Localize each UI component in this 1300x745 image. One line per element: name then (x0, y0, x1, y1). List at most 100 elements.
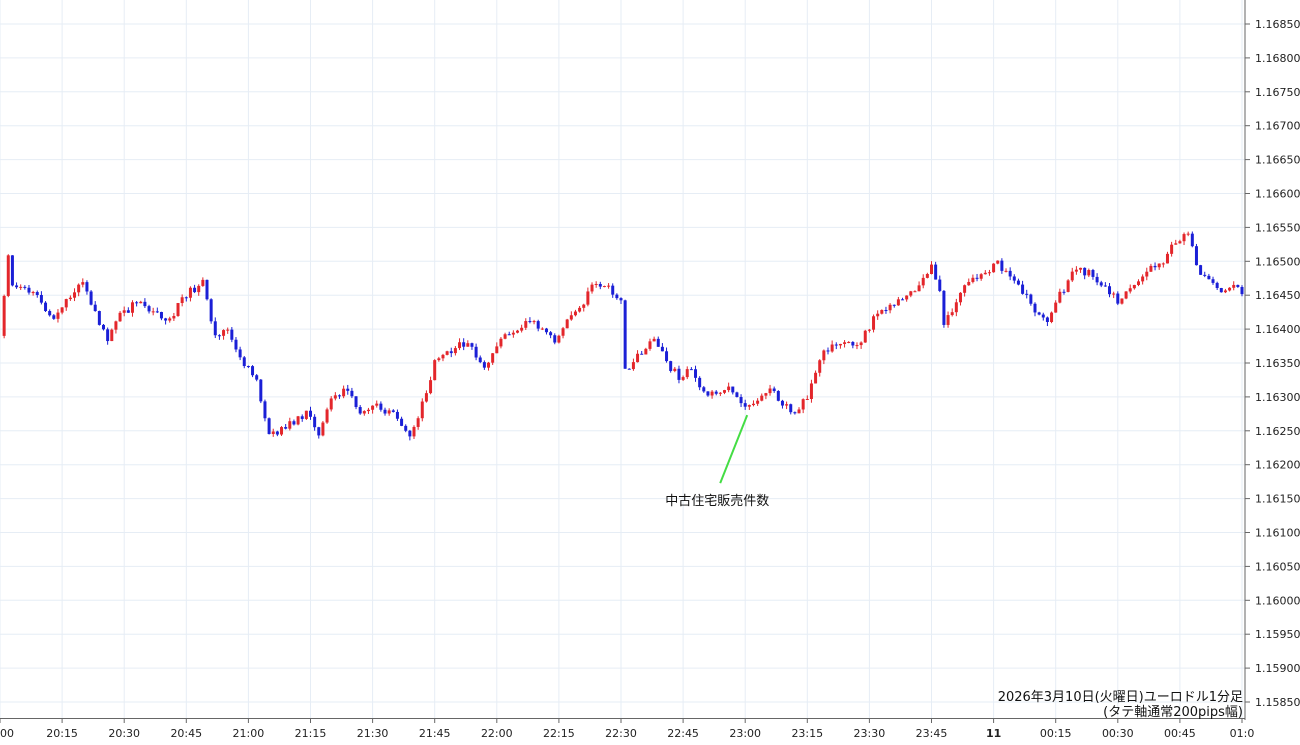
price-axis-labels: 1.16850 1.16800 1.16750 1.16700 1.16650 1.166… (1245, 18, 1300, 709)
candle-body (1033, 303, 1037, 313)
candle-body (884, 310, 888, 312)
candle-body (337, 395, 341, 397)
candle-body (126, 310, 130, 313)
candle-body (39, 295, 43, 303)
candle-body (834, 344, 838, 346)
candle-body (963, 285, 967, 293)
candle-body (801, 399, 805, 410)
candle-body (122, 310, 126, 313)
candle-body (395, 411, 399, 419)
candle-body (445, 351, 449, 355)
candle-body (983, 272, 987, 275)
candle-body (822, 350, 826, 361)
candle-body (636, 353, 640, 363)
price-tick-label: 1.16450 (1255, 289, 1300, 302)
candle-body (375, 403, 379, 406)
candle-body (913, 291, 917, 293)
candle-body (284, 427, 288, 429)
candle-body (176, 303, 180, 316)
time-tick-label: 00:15 (1040, 727, 1072, 740)
time-tick-label: 23:30 (854, 727, 886, 740)
candle-body (346, 388, 350, 391)
candle-body (1025, 293, 1029, 295)
time-tick-label: 22:30 (605, 727, 637, 740)
candle-body (387, 410, 391, 414)
candle-body (888, 304, 892, 311)
time-tick-label: 21:00 (233, 727, 265, 740)
candle-body (665, 351, 669, 362)
time-tick-label: 23:15 (791, 727, 823, 740)
price-tick-label: 1.16800 (1255, 52, 1300, 65)
candle-body (648, 341, 652, 349)
candle-body (23, 286, 27, 288)
candle-body (217, 335, 221, 337)
annotation-label: 中古住宅販売件数 (665, 493, 769, 509)
candle-body (818, 360, 822, 373)
candle-body (1004, 270, 1008, 272)
candle-body (1066, 280, 1070, 292)
candle-body (1211, 279, 1215, 283)
candle-body (159, 311, 163, 319)
candle-body (1203, 274, 1207, 276)
candle-body (1087, 270, 1091, 276)
candle-body (342, 388, 346, 397)
candle-body (2, 295, 6, 336)
candle-body (569, 315, 573, 320)
candle-body (930, 264, 933, 274)
time-tick-label: 23:00 (729, 727, 761, 740)
candle-body (607, 285, 611, 287)
candle-body (201, 279, 205, 286)
candle-body (1091, 270, 1095, 277)
time-axis-labels: 00 20:15 20:30 20:45 21:00 21:15 21:30 21:45 22:… (0, 718, 1254, 740)
candle-body (321, 422, 325, 436)
candle-body (259, 379, 263, 402)
time-tick-label: 20:45 (170, 727, 202, 740)
candle-body (1116, 293, 1120, 304)
candle-body (838, 343, 842, 346)
candle-body (938, 279, 942, 291)
candle-body (226, 329, 230, 331)
candle-body (528, 321, 532, 323)
candle-body (474, 346, 478, 358)
candle-body (590, 284, 594, 292)
candle-body (780, 400, 784, 406)
candle-body (499, 338, 503, 347)
candle-body (412, 426, 416, 437)
candle-body (1120, 298, 1124, 304)
candle-body (727, 386, 731, 391)
candle-body (921, 277, 925, 286)
candle-body (31, 292, 35, 294)
candle-body (909, 291, 913, 296)
candle-body (60, 307, 64, 313)
candle-body (168, 318, 172, 321)
candle-body (1236, 284, 1240, 287)
candle-body (68, 297, 72, 300)
candle-body (458, 342, 462, 349)
price-tick-label: 1.16850 (1255, 18, 1300, 31)
time-tick-label: 22:45 (667, 727, 699, 740)
candle-body (350, 390, 354, 397)
price-tick-label: 1.16350 (1255, 357, 1300, 370)
candle-body (503, 334, 507, 339)
candle-body (867, 329, 871, 331)
candle-body (495, 346, 499, 354)
price-tick-label: 1.16200 (1255, 459, 1300, 472)
candle-body (507, 334, 511, 336)
candle-body (615, 294, 619, 299)
candle-body (151, 311, 155, 313)
candle-body (110, 329, 114, 342)
candle-body (992, 263, 996, 273)
candle-body (1190, 233, 1194, 247)
price-tick-label: 1.16050 (1255, 560, 1300, 573)
candle-body (275, 431, 279, 435)
candle-body (756, 400, 760, 404)
candle-body (462, 342, 466, 347)
price-tick-label: 1.16550 (1255, 221, 1300, 234)
candle-body (379, 403, 383, 410)
candle-body (230, 329, 234, 340)
candle-body (702, 387, 706, 392)
candle-body (1050, 312, 1054, 322)
candle-body (905, 295, 909, 300)
price-tick-label: 1.16150 (1255, 493, 1300, 506)
